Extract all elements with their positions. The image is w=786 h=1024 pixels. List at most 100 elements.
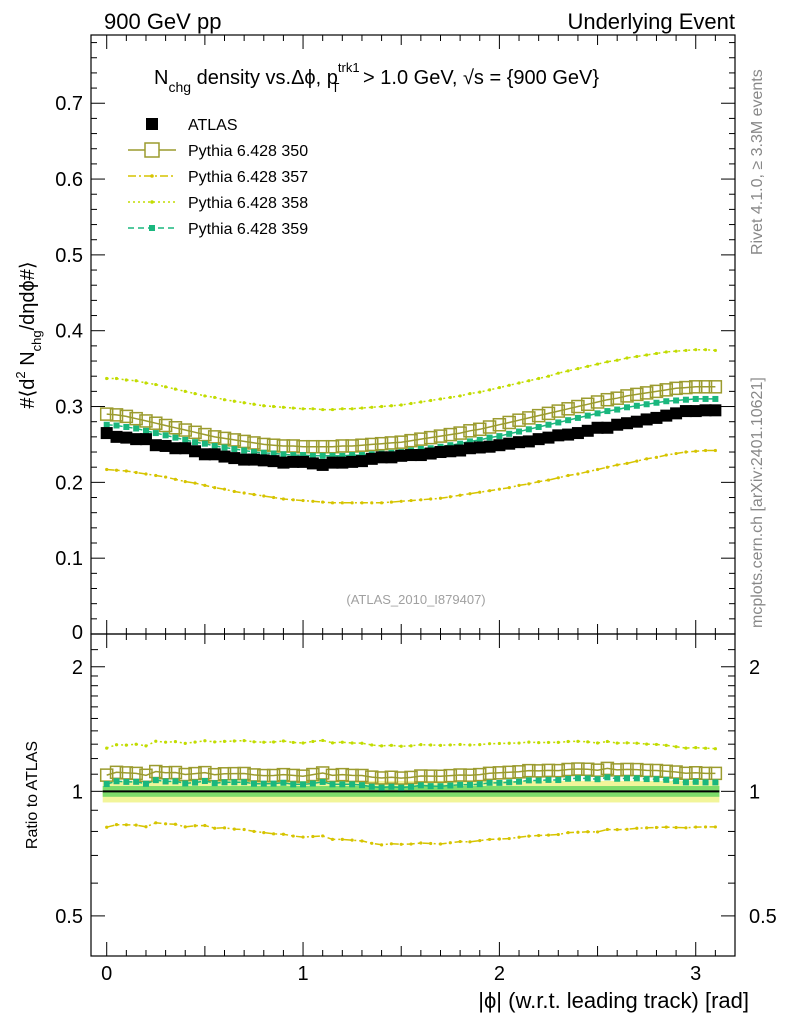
series-3-marker xyxy=(566,369,570,373)
series-4-marker xyxy=(555,419,562,426)
series-3-ratio-marker xyxy=(340,740,344,744)
series-3-marker xyxy=(134,379,138,383)
atlas-data-point xyxy=(277,456,290,469)
atlas-data-point xyxy=(483,440,496,453)
series-3-marker xyxy=(713,348,717,353)
series-3-marker xyxy=(625,356,629,360)
y-axis-label: #⟨d2 Nchg/dηdϕ#⟩ xyxy=(13,261,44,408)
series-4-marker xyxy=(584,412,591,419)
series-1-ratio-marker xyxy=(708,766,723,781)
series-2-ratio-marker xyxy=(183,825,187,829)
series-2-ratio-marker xyxy=(291,834,295,838)
series-1-marker xyxy=(590,395,605,409)
series-2-ratio-marker xyxy=(546,833,551,837)
atlas-data-point xyxy=(130,433,143,446)
series-3-ratio-marker xyxy=(222,739,227,743)
series-4-marker xyxy=(172,434,179,441)
x-axis-label: |ϕ| (w.r.t. leading track) [rad] xyxy=(478,988,749,1013)
series-1-marker xyxy=(306,439,320,454)
series-4-ratio-marker xyxy=(506,779,513,786)
atlas-data-point xyxy=(670,407,683,420)
atlas-data-point xyxy=(571,427,584,440)
atlas-data-point xyxy=(316,458,329,471)
atlas-data-point xyxy=(414,449,427,462)
series-2-marker xyxy=(448,495,452,499)
atlas-data-point xyxy=(267,455,280,468)
series-3-marker xyxy=(144,381,148,385)
series-1-ratio-marker xyxy=(433,769,448,784)
ylabel-b: N xyxy=(17,351,39,371)
series-1-marker xyxy=(198,427,212,442)
series-1-marker xyxy=(178,423,192,437)
series-4-marker xyxy=(113,422,120,429)
series-3-ratio-marker xyxy=(517,741,521,745)
series-1-ratio-marker xyxy=(492,766,507,780)
series-2-ratio-marker xyxy=(684,826,688,830)
series-2-ratio-marker xyxy=(478,839,482,843)
series-2-marker xyxy=(154,473,158,478)
series-2-ratio-marker xyxy=(281,832,286,836)
series-3-marker xyxy=(654,351,659,356)
atlas-data-point xyxy=(395,449,408,462)
atlas-data-point xyxy=(346,455,359,468)
series-3-ratio-marker xyxy=(370,743,374,747)
series-3-marker xyxy=(173,387,178,391)
series-2-marker xyxy=(232,489,236,494)
series-2-ratio-marker xyxy=(213,826,217,830)
series-4-ratio-marker xyxy=(250,780,257,787)
series-4-ratio-marker xyxy=(702,779,709,786)
series-1-marker xyxy=(463,424,477,438)
series-2-ratio-marker xyxy=(576,830,580,834)
atlas-data-point xyxy=(336,456,349,469)
atlas-data-point xyxy=(532,433,545,446)
series-4-marker xyxy=(712,395,719,402)
series-1-marker xyxy=(345,439,359,453)
series-2-marker xyxy=(399,499,403,503)
series-2-marker xyxy=(124,469,128,473)
series-4-marker xyxy=(349,452,356,459)
series-2-marker xyxy=(222,487,227,491)
atlas-data-point xyxy=(552,429,565,442)
series-1-marker xyxy=(600,392,615,407)
series-1-marker xyxy=(708,380,723,394)
series-1-marker xyxy=(649,384,664,399)
series-4-ratio-marker xyxy=(231,779,238,786)
series-4-ratio-marker xyxy=(309,780,316,787)
atlas-data-point xyxy=(709,404,722,417)
y-tick-label: 0.3 xyxy=(55,397,83,419)
series-4-marker xyxy=(280,451,287,458)
series-2-marker xyxy=(379,501,384,505)
series-4-line xyxy=(106,398,716,457)
series-2-marker xyxy=(537,479,541,484)
series-1-marker xyxy=(620,389,634,403)
series-3-marker xyxy=(674,349,678,353)
series-1-marker xyxy=(168,421,183,435)
series-1-marker xyxy=(158,418,173,433)
series-1-marker xyxy=(492,417,507,432)
series-2-marker xyxy=(674,451,678,456)
atlas-data-point xyxy=(405,449,418,462)
y-zero-tick-label: 0 xyxy=(72,622,83,644)
series-4-ratio-marker xyxy=(643,776,650,783)
series-2-ratio-marker xyxy=(203,823,207,828)
series-1-marker xyxy=(188,425,202,440)
series-3-ratio-marker xyxy=(556,740,560,744)
series-3-ratio-marker xyxy=(399,744,403,748)
series-4-ratio-marker xyxy=(388,783,395,790)
series-1-ratio-marker xyxy=(335,767,350,782)
series-3-marker xyxy=(419,400,423,404)
series-3-ratio-marker xyxy=(409,744,413,748)
series-3-marker xyxy=(497,385,501,390)
series-4-marker xyxy=(447,442,454,449)
y-tick-label: 0.1 xyxy=(55,548,83,570)
series-4-ratio-marker xyxy=(437,783,444,790)
series-2-ratio-marker xyxy=(507,836,511,841)
series-3-marker xyxy=(330,407,335,412)
legend-open-square-marker xyxy=(144,142,160,158)
series-4-ratio-marker xyxy=(192,779,199,786)
series-3-line xyxy=(106,348,716,411)
series-1-ratio-marker xyxy=(669,765,683,779)
series-1-marker xyxy=(404,433,418,448)
series-1-marker xyxy=(453,426,467,440)
series-4-ratio-marker xyxy=(673,778,680,785)
